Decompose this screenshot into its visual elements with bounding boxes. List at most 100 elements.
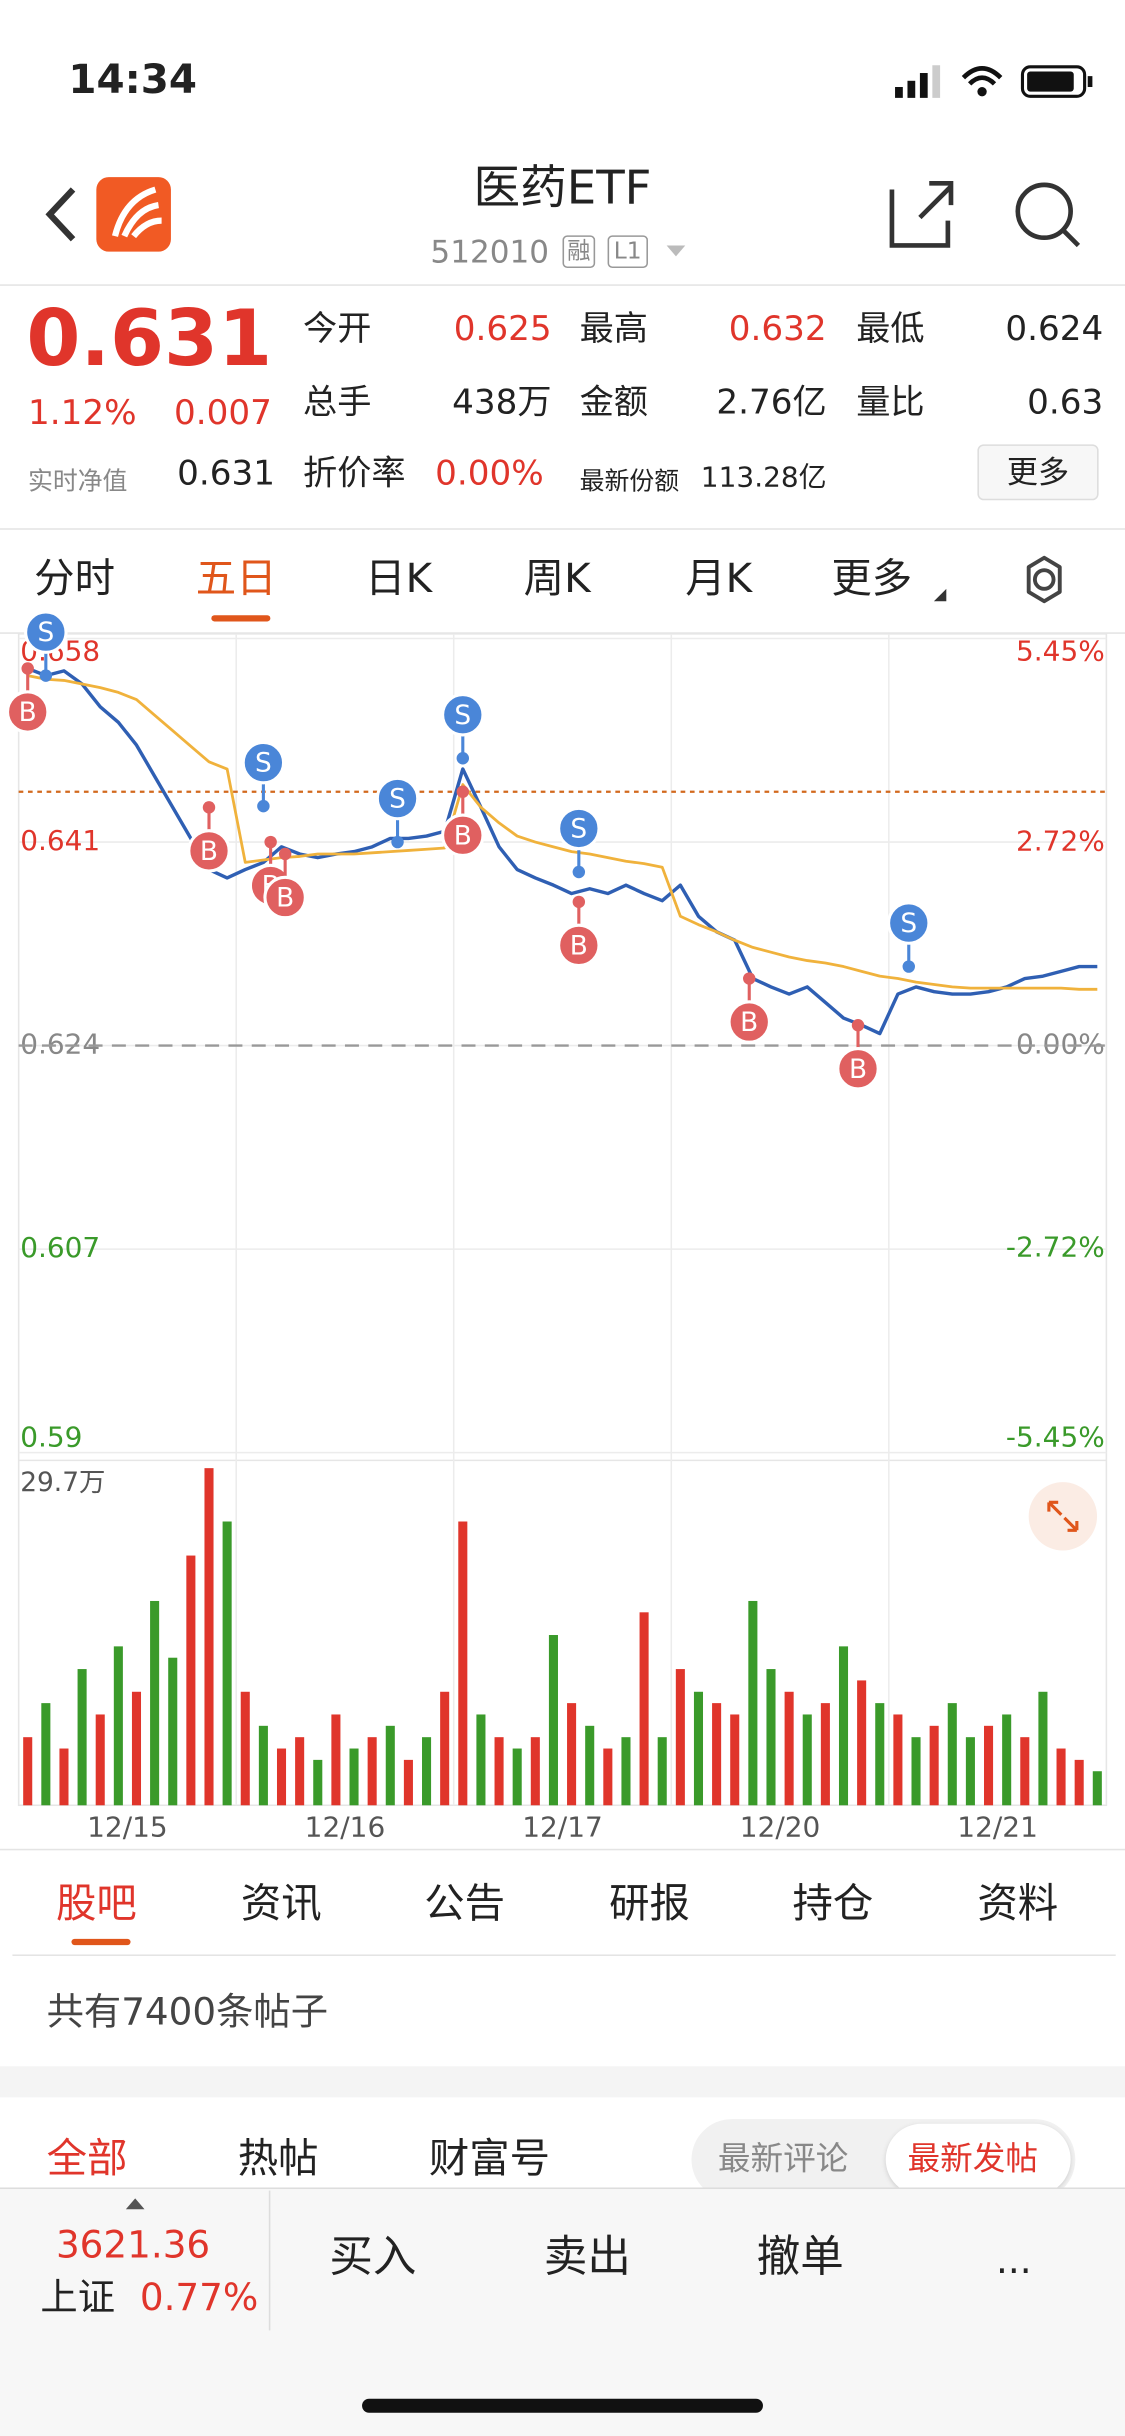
period-tab[interactable]: 更多 [831, 556, 913, 603]
trade-marker: B [836, 1019, 880, 1091]
trade-label: B [740, 1007, 758, 1038]
period-tab[interactable]: 周K [523, 556, 591, 603]
volume-bar [1092, 1771, 1102, 1806]
volume-bar [367, 1737, 377, 1806]
dropdown-arrow[interactable] [665, 244, 687, 260]
settings-button[interactable] [1018, 553, 1071, 606]
trade-dot [391, 835, 404, 849]
trade-dot [278, 847, 292, 861]
volume-bar [512, 1748, 522, 1806]
section-tab[interactable]: 研报 [609, 1881, 690, 1929]
filter-tab[interactable]: 财富号 [428, 2136, 551, 2183]
action-button[interactable]: 卖出 [543, 2230, 631, 2283]
trade-badge [241, 740, 286, 785]
volume-bar [820, 1703, 830, 1806]
trade-badge [836, 1046, 880, 1091]
x-tick-label: 12/15 [87, 1811, 168, 1844]
action-button[interactable]: 撤单 [756, 2230, 844, 2283]
share-button[interactable] [889, 180, 954, 248]
trade-badge [187, 829, 231, 873]
sort-option[interactable]: 最新评论 [717, 2140, 849, 2178]
volume-bar [276, 1748, 287, 1806]
field-value: 0.632 [728, 310, 827, 350]
volume-bar [458, 1521, 468, 1806]
volume-bar [1056, 1748, 1066, 1806]
trade-badge [441, 813, 485, 858]
volume-bar [168, 1657, 178, 1806]
trade-dot [202, 801, 216, 814]
y2-tick-label: -5.45% [1006, 1421, 1105, 1454]
volume-bar [440, 1691, 450, 1806]
volume-bar [150, 1600, 160, 1806]
more-button[interactable]: 更多 [977, 444, 1099, 501]
section-tab[interactable]: 公告 [424, 1881, 506, 1929]
trade-label: B [19, 697, 37, 728]
trade-label: B [200, 836, 218, 867]
trade-marker: S [375, 776, 420, 849]
nav-label: 实时净值 [27, 466, 128, 496]
search-button[interactable] [1015, 182, 1073, 241]
bottom-bar [0, 2187, 1125, 2436]
y-tick-label: 0.59 [20, 1421, 82, 1454]
field-label: 最新份额 [579, 466, 680, 496]
trade-badge [263, 875, 307, 920]
filter-tab-active[interactable]: 全部 [46, 2136, 128, 2183]
trade-badge [727, 1000, 771, 1044]
sort-option-active[interactable]: 最新发帖 [907, 2140, 1039, 2178]
period-tab[interactable]: 日K [365, 556, 433, 603]
volume-bar [947, 1703, 957, 1806]
volume-bar [712, 1703, 722, 1806]
volume-bar [530, 1737, 540, 1806]
trade-dot [902, 960, 915, 973]
volume-bar [693, 1691, 704, 1806]
volume-bar [929, 1725, 939, 1806]
field-label: 折价率 [303, 455, 406, 495]
volume-bar [422, 1737, 432, 1806]
x-tick-label: 12/21 [957, 1811, 1038, 1844]
trade-dot [572, 895, 586, 909]
section-tab[interactable]: 持仓 [792, 1881, 874, 1929]
field-value: 0.624 [1005, 310, 1104, 350]
y-tick-label: 0.641 [20, 824, 100, 857]
section-tab[interactable]: 资讯 [240, 1881, 322, 1929]
section-tab[interactable]: 资料 [977, 1881, 1059, 1929]
action-button[interactable]: ... [996, 2238, 1032, 2283]
trade-marker: S [887, 901, 931, 973]
x-tick-label: 12/17 [522, 1811, 603, 1844]
section-tab-active[interactable]: 股吧 [55, 1881, 137, 1929]
average-line [27, 674, 1098, 991]
action-button[interactable]: 买入 [329, 2230, 417, 2283]
more-arrow [933, 588, 947, 602]
y2-tick-label: 2.72% [1016, 824, 1105, 857]
trade-badge [5, 690, 50, 734]
trade-dot [39, 669, 53, 682]
volume-bar [857, 1680, 867, 1806]
field-value: 0.625 [453, 310, 552, 350]
y-tick-label: 0.624 [20, 1028, 100, 1061]
trade-marker: B [5, 662, 50, 734]
trade-label: S [37, 617, 54, 648]
volume-bar [222, 1521, 232, 1806]
field-value: 0.63 [1027, 383, 1104, 423]
back-button[interactable] [45, 187, 76, 242]
volume-max-label: 29.7万 [20, 1467, 105, 1498]
period-tab-active[interactable]: 五日 [195, 556, 277, 603]
expand-button[interactable] [1028, 1482, 1098, 1551]
trade-dot [264, 835, 277, 849]
volume-bar [331, 1714, 341, 1806]
field-label: 今开 [303, 310, 372, 350]
code: 512010 [430, 233, 550, 271]
volume-bar [875, 1703, 885, 1806]
volume-bar [730, 1714, 740, 1806]
trade-marker: S [241, 740, 286, 813]
period-tab[interactable]: 分时 [34, 556, 116, 603]
trade-marker: B [727, 972, 771, 1044]
trade-label: B [276, 883, 294, 914]
field-label: 量比 [856, 383, 925, 423]
trade-marker: B [557, 895, 601, 968]
period-tab[interactable]: 月K [685, 556, 753, 603]
filter-tab[interactable]: 热帖 [237, 2136, 319, 2183]
volume-bar [1020, 1737, 1030, 1806]
